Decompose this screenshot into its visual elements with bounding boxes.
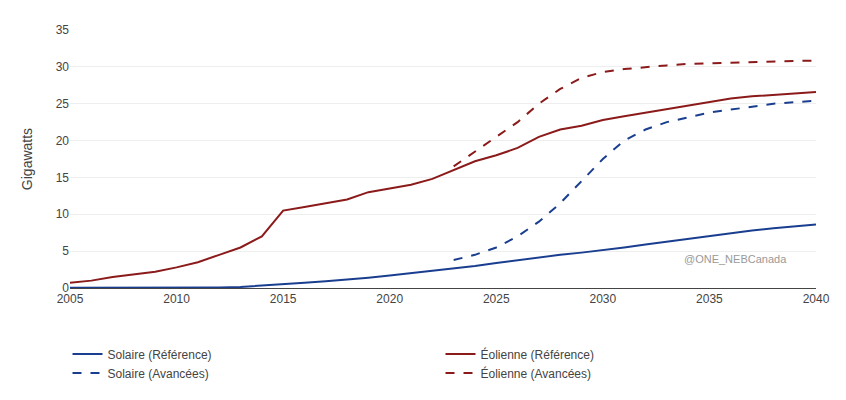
- svg-text:2040: 2040: [803, 292, 830, 306]
- svg-text:30: 30: [56, 60, 70, 74]
- svg-text:5: 5: [62, 244, 69, 258]
- svg-text:2025: 2025: [483, 292, 510, 306]
- svg-text:2005: 2005: [57, 292, 84, 306]
- svg-text:10: 10: [56, 207, 70, 221]
- svg-text:Gigawatts: Gigawatts: [19, 128, 35, 190]
- svg-text:25: 25: [56, 97, 70, 111]
- svg-text:Solaire (Avancées): Solaire (Avancées): [108, 367, 209, 381]
- svg-text:2010: 2010: [163, 292, 190, 306]
- svg-text:20: 20: [56, 134, 70, 148]
- svg-text:Éolienne (Avancées): Éolienne (Avancées): [481, 366, 592, 381]
- svg-text:15: 15: [56, 171, 70, 185]
- svg-text:Solaire (Référence): Solaire (Référence): [108, 348, 212, 362]
- svg-text:2020: 2020: [376, 292, 403, 306]
- svg-text:35: 35: [56, 23, 70, 37]
- svg-text:2015: 2015: [270, 292, 297, 306]
- svg-text:@ONE_NEBCanada: @ONE_NEBCanada: [684, 253, 787, 265]
- svg-text:0: 0: [62, 281, 69, 295]
- svg-text:2030: 2030: [590, 292, 617, 306]
- svg-text:2035: 2035: [696, 292, 723, 306]
- svg-text:Éolienne (Référence): Éolienne (Référence): [481, 347, 594, 362]
